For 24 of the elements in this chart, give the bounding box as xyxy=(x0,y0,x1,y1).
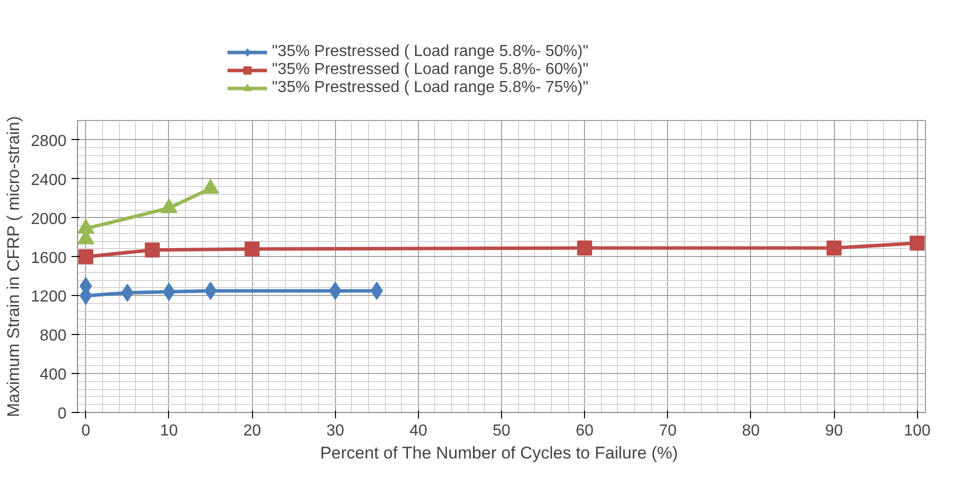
x-tick-label: 0 xyxy=(81,422,90,440)
y-tick-label: 1600 xyxy=(30,250,67,267)
x-tick-label: 60 xyxy=(576,422,594,440)
x-tick-label: 70 xyxy=(658,422,677,440)
y-axis-title: Maximum Strain in CFRP ( micro-strain) xyxy=(4,116,23,418)
x-tick-label: 50 xyxy=(492,422,510,440)
y-tick-label: 400 xyxy=(40,366,67,384)
x-tick-label: 90 xyxy=(825,422,844,440)
x-tick-label: 10 xyxy=(160,422,178,440)
y-tick-label: 2000 xyxy=(30,210,67,228)
y-tick-label: 1200 xyxy=(30,288,67,306)
y-tick-label: 0 xyxy=(58,406,67,422)
x-axis-title: Percent of The Number of Cycles to Failure (%) xyxy=(320,444,678,462)
x-tick-label: 20 xyxy=(243,422,262,440)
legend-label: "35% Prestressed ( Load range 5.8%- 75%)" xyxy=(272,79,588,97)
legend-label: "35% Prestressed ( Load range 5.8%- 60%)" xyxy=(272,61,588,79)
x-tick-label: 80 xyxy=(742,422,760,440)
y-tick-label: 800 xyxy=(40,328,67,345)
y-tick-label: 2800 xyxy=(30,132,67,150)
x-tick-label: 40 xyxy=(409,422,428,440)
x-tick-label: 100 xyxy=(904,422,931,440)
y-tick-label: 2400 xyxy=(30,172,67,189)
x-tick-label: 30 xyxy=(326,422,344,440)
legend-label: "35% Prestressed ( Load range 5.8%- 50%)" xyxy=(272,43,588,61)
